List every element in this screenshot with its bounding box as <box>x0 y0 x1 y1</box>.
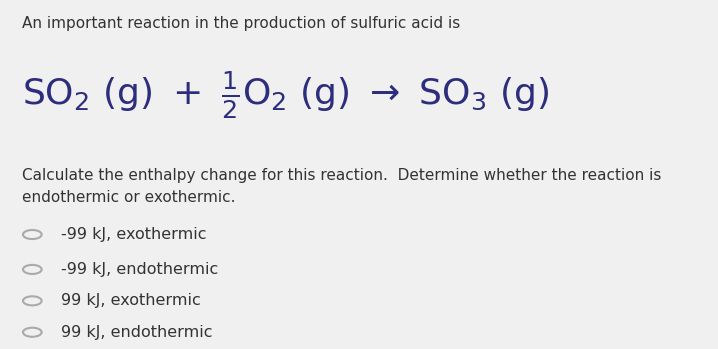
Text: 99 kJ, exothermic: 99 kJ, exothermic <box>61 294 201 308</box>
Text: Calculate the enthalpy change for this reaction.  Determine whether the reaction: Calculate the enthalpy change for this r… <box>22 168 661 205</box>
Text: -99 kJ, exothermic: -99 kJ, exothermic <box>61 227 207 242</box>
Text: -99 kJ, endothermic: -99 kJ, endothermic <box>61 262 218 277</box>
Text: $\mathrm{SO_2\ (g)\ +\ \frac{1}{2}O_2\ (g)\ \rightarrow\ SO_3\ (g)}$: $\mathrm{SO_2\ (g)\ +\ \frac{1}{2}O_2\ (… <box>22 70 549 121</box>
Text: An important reaction in the production of sulfuric acid is: An important reaction in the production … <box>22 16 460 31</box>
Text: 99 kJ, endothermic: 99 kJ, endothermic <box>61 325 213 340</box>
